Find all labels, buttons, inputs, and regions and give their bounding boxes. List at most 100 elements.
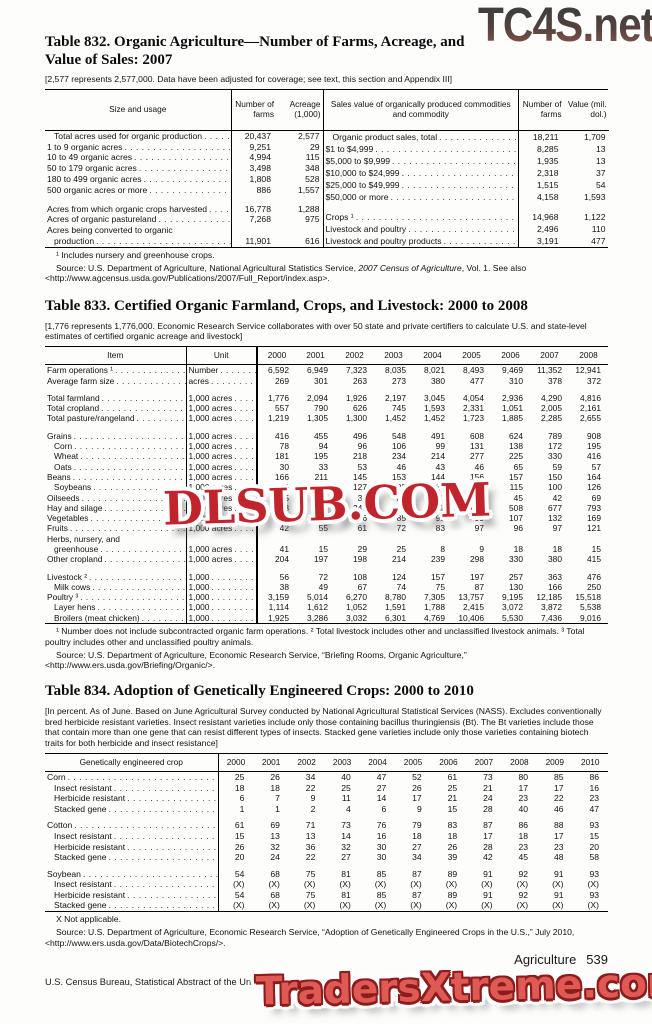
table-row: Milk cows 1,000 38 49 67 74 75 87 130 166 250: [45, 581, 608, 593]
table832-footnote: ¹ Includes nursery and greenhouse crops.: [56, 249, 215, 260]
cell-value: 3,872: [541, 602, 562, 613]
cell-value: 548: [392, 430, 406, 441]
cell-value: (X): [374, 900, 387, 911]
cell-value: 46: [474, 461, 484, 472]
cell-value: 73: [341, 820, 351, 831]
dot-leader: [68, 772, 218, 783]
cell-value: 83: [447, 820, 458, 831]
row-unit-text: 1,000: [188, 581, 210, 592]
cell-value: 1,723: [463, 413, 484, 424]
cell-value: 211: [314, 471, 328, 482]
row-label-text: Corn: [54, 441, 73, 452]
cell-value: 17: [553, 830, 564, 841]
table-row: 10 to 49 organic acres 4,994 115: [45, 152, 323, 164]
cell-value: 1,926: [346, 392, 367, 403]
cell-value: 20,437: [244, 130, 271, 141]
cell-value: 204: [275, 554, 289, 565]
cell-value: 257: [509, 571, 523, 582]
cell-value: 131: [470, 441, 484, 452]
dot-leader: [234, 472, 256, 482]
table-832-right: Sales value of organically produced comm…: [323, 89, 609, 247]
row-label-text: greenhouse: [54, 544, 99, 554]
table-833: Item Unit 2000 2001 2002 2003 2004 2005 2006 20…: [45, 346, 608, 625]
cell-value: 39: [447, 852, 458, 863]
cell-value: 3,072: [502, 602, 523, 613]
cell-value: 92: [518, 868, 529, 879]
row-label-text: Organic product sales, total: [332, 132, 438, 143]
cell-value: 9: [479, 544, 484, 554]
cell-value: 22: [305, 852, 316, 863]
cell-value: [257, 534, 296, 544]
row-label: Broilers (meat chicken): [45, 612, 187, 624]
cell-value: [413, 565, 452, 572]
row-label: Poultry ³: [45, 592, 187, 603]
cell-value: [335, 534, 374, 544]
cell-value: [413, 386, 452, 393]
row-label: [45, 814, 219, 821]
cell-value: [564, 203, 609, 211]
cell-value: 608: [470, 430, 484, 441]
cell-value: 68: [270, 889, 280, 900]
cell-value: 87: [412, 889, 422, 900]
cell-value: 54: [234, 889, 245, 900]
row-label: Stacked gene: [45, 852, 219, 863]
row-label-text: Livestock and poultry: [325, 223, 407, 234]
cell-value: 195: [587, 441, 601, 452]
cell-value: (X): [481, 900, 493, 911]
cell-value: 557: [275, 403, 289, 414]
spacer-row: [45, 814, 608, 821]
row-label-text: Oats: [54, 461, 72, 472]
cell-value: 1,515: [536, 179, 559, 190]
cell-value: (X): [374, 879, 387, 890]
cell-value: [374, 424, 413, 431]
table-row: Stacked gene1124691528404647: [45, 803, 608, 815]
row-unit: [186, 533, 258, 544]
cell-value: 677: [548, 502, 562, 513]
table833-source: Source: U.S. Department of Agriculture, …: [45, 649, 467, 671]
row-label: [323, 202, 519, 211]
cell-value: [569, 424, 608, 431]
row-label-text: Oilseeds: [47, 492, 80, 503]
cell-value: 52: [412, 771, 422, 782]
year-column-header: 2003: [374, 346, 413, 366]
dot-leader: [234, 441, 256, 451]
row-unit-text: 1,000 acres: [188, 413, 233, 424]
cell-value: 61: [447, 771, 458, 782]
row-label-text: $5,000 to $9,999: [325, 156, 391, 166]
cell-value: 28: [483, 841, 493, 852]
row-unit: 1,000 acres: [186, 441, 258, 452]
year-column-header: 2003: [324, 753, 360, 772]
cell-value: 4,994: [249, 152, 271, 163]
dot-leader: [391, 192, 518, 203]
row-label-text: Vegetables: [47, 513, 89, 524]
row-unit: [186, 564, 258, 572]
cell-value: (X): [552, 879, 564, 890]
row-unit-text: acres: [188, 375, 209, 386]
row-label-text: Layer hens: [54, 602, 96, 613]
cell-value: 10,406: [458, 612, 484, 623]
cell-value: 25: [396, 544, 406, 554]
dot-leader: [83, 869, 218, 880]
table-row: Stacked gene (X) (X) (X) (X) (X) (X) (X) (X) (X) (…: [45, 900, 608, 912]
cell-value: [276, 225, 323, 236]
cell-value: 250: [587, 581, 601, 592]
cell-value: 7,305: [424, 592, 445, 603]
cell-value: 181: [275, 451, 289, 462]
cell-value: 372: [587, 375, 601, 386]
cell-value: 298: [470, 554, 484, 565]
cell-value: 8,780: [385, 592, 406, 603]
cell-value: 886: [256, 184, 271, 195]
cell-value: 79: [412, 820, 422, 831]
cell-value: 9,016: [580, 612, 601, 623]
cell-value: [296, 534, 335, 544]
cell-value: 46: [396, 461, 406, 472]
row-label: Total acres used for organic production: [45, 130, 232, 142]
year-column-header: 2005: [452, 346, 491, 366]
row-label-text: Fruits: [47, 523, 68, 534]
row-label: 50 to 179 organic acres: [45, 163, 232, 174]
cell-value: 18: [513, 544, 523, 554]
row-label: [45, 423, 187, 431]
cell-value: 2,285: [541, 413, 562, 424]
dot-leader: [137, 413, 186, 423]
cell-value: 1,591: [385, 602, 406, 613]
